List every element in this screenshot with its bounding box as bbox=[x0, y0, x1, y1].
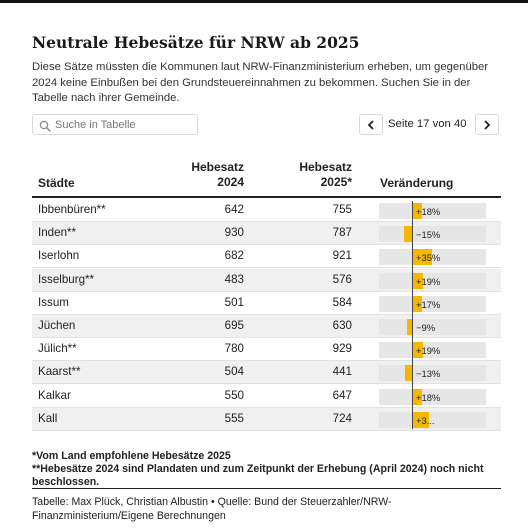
search-input[interactable] bbox=[55, 117, 195, 132]
table-row: Kalkar 550 647 +18% bbox=[32, 385, 501, 408]
table-row: Ibbenbüren** 642 755 +18% bbox=[32, 199, 501, 222]
change-bar-track: −15% bbox=[379, 226, 486, 243]
change-bar-track: +3... bbox=[379, 411, 486, 428]
rate-2024: 642 bbox=[224, 203, 244, 216]
city-name: Isselburg** bbox=[38, 272, 95, 286]
rate-2025: 929 bbox=[332, 342, 352, 356]
table-row: Jülich** 780 929 +19% bbox=[32, 338, 501, 362]
rate-2024: 483 bbox=[224, 272, 244, 286]
city-name: Kaarst** bbox=[38, 365, 81, 379]
rate-2025: 576 bbox=[332, 272, 352, 286]
change-bar bbox=[404, 365, 412, 382]
rate-2025: 441 bbox=[332, 365, 352, 379]
rate-2025: 724 bbox=[332, 411, 352, 425]
rate-2024: 501 bbox=[224, 295, 244, 309]
change-bar bbox=[403, 226, 412, 243]
rate-2025: 630 bbox=[332, 319, 352, 332]
column-header-change[interactable]: Veränderung bbox=[380, 176, 454, 190]
search-box[interactable] bbox=[32, 114, 198, 135]
change-bar-track: +18% bbox=[379, 203, 486, 219]
change-label: +18% bbox=[416, 391, 441, 403]
footnote-recommended: *Vom Land empfohlene Hebesätze 2025 bbox=[32, 450, 231, 462]
source-credit: Tabelle: Max Plück, Christian Albustin •… bbox=[32, 496, 392, 522]
rate-2025: 755 bbox=[332, 203, 352, 216]
city-name: Kall bbox=[38, 411, 58, 425]
search-icon bbox=[39, 119, 51, 132]
column-header-city[interactable]: Städte bbox=[38, 176, 75, 190]
page-title: Neutrale Hebesätze für NRW ab 2025 bbox=[32, 33, 360, 52]
city-name: Ibbenbüren** bbox=[38, 203, 106, 216]
change-bar bbox=[412, 203, 423, 219]
change-bar bbox=[412, 342, 423, 359]
column-header-rate-2024[interactable]: Hebesatz 2024 bbox=[191, 160, 244, 189]
table-row: Inden** 930 787 −15% bbox=[32, 222, 501, 246]
footer-divider bbox=[32, 488, 501, 489]
rate-2024: 695 bbox=[224, 319, 244, 332]
rate-2025: 584 bbox=[332, 295, 352, 309]
change-label: −13% bbox=[416, 368, 441, 380]
change-bar bbox=[412, 295, 422, 312]
change-bar-track: +19% bbox=[379, 272, 486, 289]
change-bar bbox=[412, 249, 432, 266]
change-bar-track: +19% bbox=[379, 342, 486, 359]
city-name: Issum bbox=[38, 295, 69, 309]
change-bar-track: −13% bbox=[379, 365, 486, 382]
change-label: +19% bbox=[416, 275, 441, 287]
city-name: Jüchen bbox=[38, 319, 76, 332]
change-bar bbox=[412, 411, 429, 428]
table-row: Jüchen 695 630 −9% bbox=[32, 315, 501, 338]
next-page-button[interactable] bbox=[475, 114, 499, 135]
chevron-left-icon bbox=[367, 119, 374, 130]
table-row: Issum 501 584 +17% bbox=[32, 292, 501, 315]
table-row: Isselburg** 483 576 +19% bbox=[32, 268, 501, 292]
change-bar-track: +35% bbox=[379, 249, 486, 266]
change-bar bbox=[412, 388, 423, 405]
change-bar-track: −9% bbox=[379, 319, 486, 335]
previous-page-button[interactable] bbox=[359, 114, 383, 135]
zero-line bbox=[412, 201, 413, 429]
rate-2024: 555 bbox=[224, 411, 244, 425]
change-bar-track: +18% bbox=[379, 388, 486, 405]
change-label: +17% bbox=[416, 298, 441, 310]
change-label: +3... bbox=[416, 414, 435, 426]
rate-2024: 550 bbox=[224, 388, 244, 402]
rate-2025: 921 bbox=[332, 249, 352, 263]
table-row: Kall 555 724 +3... bbox=[32, 407, 501, 431]
change-bar-track: +17% bbox=[379, 295, 486, 312]
change-bar bbox=[406, 319, 412, 335]
change-label: +18% bbox=[416, 206, 441, 217]
city-name: Kalkar bbox=[38, 388, 71, 402]
rate-2024: 682 bbox=[224, 249, 244, 263]
footnote-plan-data: **Hebesätze 2024 sind Plandaten und zum … bbox=[32, 463, 484, 488]
chevron-right-icon bbox=[484, 119, 491, 130]
rate-2025: 647 bbox=[332, 388, 352, 402]
change-bar bbox=[412, 272, 423, 289]
table-row: Kaarst** 504 441 −13% bbox=[32, 361, 501, 385]
table-row: Iserlohn 682 921 +35% bbox=[32, 245, 501, 269]
city-name: Jülich** bbox=[38, 342, 77, 356]
change-label: +19% bbox=[416, 345, 441, 357]
rate-2024: 780 bbox=[224, 342, 244, 356]
rate-2024: 504 bbox=[224, 365, 244, 379]
change-label: −9% bbox=[416, 322, 436, 333]
rate-2025: 787 bbox=[332, 226, 352, 240]
rate-2024: 930 bbox=[224, 226, 244, 240]
change-label: +35% bbox=[416, 252, 441, 264]
column-header-rate-2025[interactable]: Hebesatz 2025* bbox=[299, 160, 352, 189]
city-name: Iserlohn bbox=[38, 249, 80, 263]
header-divider bbox=[32, 196, 501, 198]
change-label: −15% bbox=[416, 229, 441, 241]
description: Diese Sätze müssten die Kommunen laut NR… bbox=[32, 61, 489, 104]
top-border bbox=[0, 0, 528, 3]
page-indicator: Seite 17 von 40 bbox=[388, 118, 467, 130]
city-name: Inden** bbox=[38, 226, 77, 240]
